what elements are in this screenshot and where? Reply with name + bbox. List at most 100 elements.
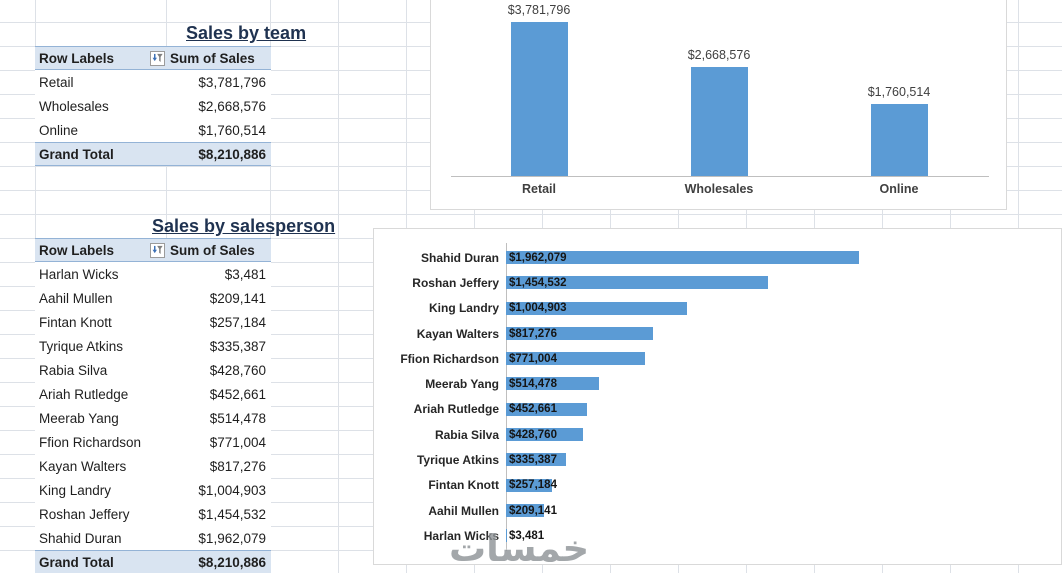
- grand-total-value-cell[interactable]: $8,210,886: [198, 554, 266, 570]
- chart-bar[interactable]: [506, 503, 544, 517]
- bar-value-label: $428,760: [509, 428, 557, 441]
- row-label-cell[interactable]: Online: [39, 122, 79, 138]
- chart-bar[interactable]: [870, 104, 928, 176]
- row-label-cell[interactable]: Kayan Walters: [39, 458, 127, 474]
- chart-bar[interactable]: [506, 326, 654, 340]
- filter-sort-button[interactable]: [150, 242, 165, 258]
- table-row: Roshan Jeffery $1,454,532: [35, 502, 271, 526]
- row-label-cell[interactable]: Fintan Knott: [39, 314, 112, 330]
- row-value-cell[interactable]: $2,668,576: [198, 98, 266, 114]
- category-label: Tyrique Atkins: [416, 453, 499, 468]
- row-label-cell[interactable]: Roshan Jeffery: [39, 506, 130, 522]
- filter-sort-button[interactable]: [150, 50, 165, 66]
- row-label-cell[interactable]: Retail: [39, 74, 74, 90]
- row-label-cell[interactable]: Rabia Silva: [39, 362, 108, 378]
- grid-line: [338, 0, 339, 573]
- row-label-cell[interactable]: Shahid Duran: [39, 530, 122, 546]
- grand-total-value-cell[interactable]: $8,210,886: [198, 146, 266, 162]
- bar-track: $452,661: [506, 397, 1055, 422]
- table-row: Tyrique Atkins $335,387: [35, 334, 271, 358]
- filter-sort-icon: [152, 245, 163, 254]
- category-label: Rabia Silva: [434, 427, 499, 442]
- bar-track: $514,478: [506, 371, 1055, 396]
- row-value-cell[interactable]: $1,454,532: [198, 506, 266, 522]
- row-label-cell[interactable]: Ffion Richardson: [39, 434, 142, 450]
- row-label-cell[interactable]: Harlan Wicks: [39, 266, 119, 282]
- salesperson-table-title: Sales by salesperson: [152, 216, 336, 236]
- table-row: Shahid Duran $1,962,079: [35, 526, 271, 550]
- row-value-cell[interactable]: $514,478: [209, 410, 266, 426]
- row-value-cell[interactable]: $1,760,514: [198, 122, 266, 138]
- sum-of-sales-header-cell[interactable]: Sum of Sales: [170, 242, 255, 258]
- row-value-cell[interactable]: $257,184: [209, 314, 266, 330]
- bar-value-label: $1,004,903: [509, 302, 567, 315]
- row-labels-header-cell[interactable]: Row Labels: [35, 47, 166, 69]
- category-label: Ffion Richardson: [400, 351, 499, 366]
- bar-track: $1,454,532: [506, 270, 1055, 295]
- row-label-cell[interactable]: Wholesales: [39, 98, 109, 114]
- row-label-cell[interactable]: Ariah Rutledge: [39, 386, 129, 402]
- chart-bar[interactable]: [506, 276, 768, 290]
- row-value-cell[interactable]: $3,781,796: [198, 74, 266, 90]
- row-label-cell[interactable]: King Landry: [39, 482, 112, 498]
- chart-bar[interactable]: [506, 251, 860, 264]
- table-row: Kayan Walters $817,276: [35, 454, 271, 478]
- table-row: Rabia Silva $428,760: [35, 358, 271, 382]
- chart-bar[interactable]: [506, 301, 687, 315]
- chart-bar[interactable]: [506, 377, 599, 391]
- chart-bar[interactable]: [690, 67, 748, 176]
- bar-chart-row: Roshan Jeffery $1,454,532: [374, 270, 1055, 295]
- row-label-cell[interactable]: Meerab Yang: [39, 410, 119, 426]
- bar-value-label: $452,661: [509, 403, 557, 416]
- row-label-cell[interactable]: Aahil Mullen: [39, 290, 113, 306]
- grand-total-label-cell[interactable]: Grand Total: [39, 146, 114, 162]
- chart-bar[interactable]: [506, 428, 584, 442]
- row-value-cell[interactable]: $452,661: [209, 386, 266, 402]
- bar-track: $335,387: [506, 447, 1055, 472]
- row-value-cell[interactable]: $3,481: [224, 266, 266, 282]
- row-value-cell[interactable]: $1,004,903: [198, 482, 266, 498]
- row-value-cell[interactable]: $335,387: [209, 338, 266, 354]
- category-label: Aahil Mullen: [428, 503, 499, 518]
- bar-chart-row: Harlan Wicks $3,481: [374, 523, 1055, 548]
- chart-bar[interactable]: [506, 352, 645, 366]
- bar-value-label: $3,481: [509, 529, 545, 542]
- table-row: Aahil Mullen $209,141: [35, 286, 271, 310]
- team-pivot-table: Row Labels Sum of Sales Retail $3,781,79…: [35, 46, 271, 166]
- bar-chart-row: Fintan Knott $257,184: [374, 473, 1055, 498]
- row-value-cell[interactable]: $771,004: [209, 434, 266, 450]
- row-label-cell[interactable]: Tyrique Atkins: [39, 338, 124, 354]
- chart-bar[interactable]: [506, 402, 588, 416]
- bar-value-label: $817,276: [509, 327, 557, 340]
- table-row: Wholesales $2,668,576: [35, 94, 271, 118]
- bar-value-label: $257,184: [509, 479, 557, 492]
- team-table-title: Sales by team: [186, 23, 307, 43]
- bar-track: $771,004: [506, 346, 1055, 371]
- row-labels-header-text: Row Labels: [39, 50, 115, 66]
- row-value-cell[interactable]: $428,760: [209, 362, 266, 378]
- bar-chart-row: Meerab Yang $514,478: [374, 371, 1055, 396]
- bar-value-label: $2,668,576: [687, 48, 751, 63]
- sum-of-sales-header-cell[interactable]: Sum of Sales: [170, 50, 255, 66]
- category-label: Meerab Yang: [425, 377, 499, 392]
- table-row: Ariah Rutledge $452,661: [35, 382, 271, 406]
- row-value-cell[interactable]: $817,276: [209, 458, 266, 474]
- bar-chart-row: Shahid Duran $1,962,079: [374, 245, 1055, 270]
- row-value-cell[interactable]: $1,962,079: [198, 530, 266, 546]
- bar-track: $209,141: [506, 498, 1055, 523]
- category-label: Kayan Walters: [416, 326, 499, 341]
- table-row: Online $1,760,514: [35, 118, 271, 142]
- chart-bar[interactable]: [506, 478, 553, 492]
- chart-bar[interactable]: [510, 21, 568, 176]
- bar-track: $1,004,903: [506, 296, 1055, 321]
- row-value-cell[interactable]: $209,141: [209, 290, 266, 306]
- category-label: Fintan Knott: [428, 478, 499, 493]
- grand-total-label-cell[interactable]: Grand Total: [39, 554, 114, 570]
- salesperson-grand-total-row: Grand Total $8,210,886: [35, 550, 271, 573]
- category-label: Harlan Wicks: [423, 528, 499, 543]
- row-labels-header-cell[interactable]: Row Labels: [35, 239, 166, 261]
- bar-value-label: $1,454,532: [509, 276, 567, 289]
- chart-bar[interactable]: [506, 453, 567, 467]
- chart-bar[interactable]: [506, 529, 507, 543]
